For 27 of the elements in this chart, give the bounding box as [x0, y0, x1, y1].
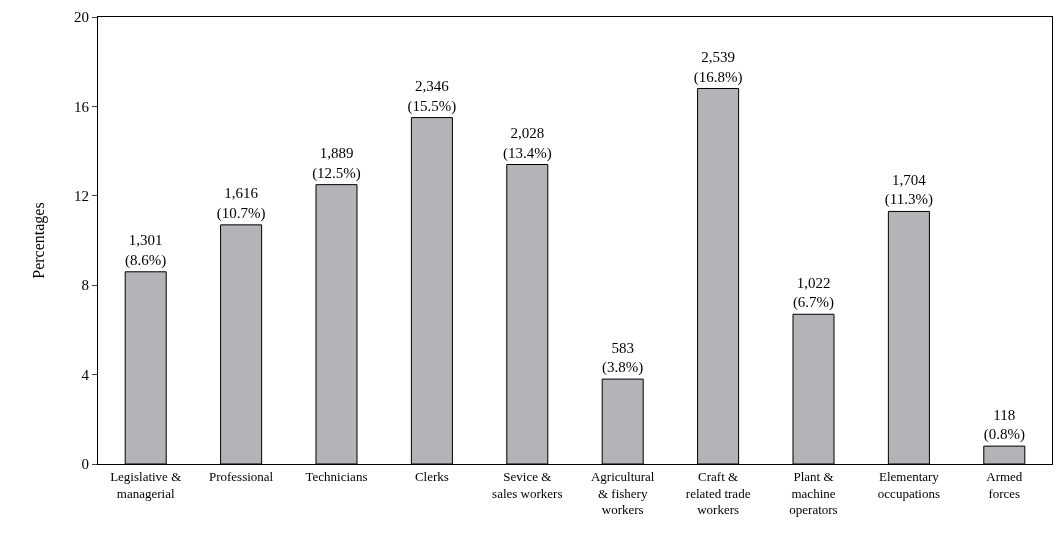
x-tick-label: Agricultural & fishery workers [590, 468, 655, 518]
y-tick-label: 12 [74, 188, 89, 205]
data-label: 1,889 (12.5%) [312, 145, 361, 182]
x-tick-label: Clerks [414, 468, 449, 484]
y-axis-title: Percentages [29, 202, 48, 279]
x-tick-label: Craft & related trade workers [685, 468, 751, 518]
x-tick-label: Technicians [305, 468, 368, 484]
data-label: 583 (3.8%) [602, 339, 644, 377]
x-tick-label: Professional [208, 468, 274, 484]
x-tick-label: Legislative & managerial [110, 468, 182, 501]
y-tick-label: 8 [81, 277, 89, 294]
y-tick-label: 0 [81, 456, 89, 473]
data-label: 1,704 (11.3%) [884, 171, 933, 209]
x-tick-label: Armed forces [986, 468, 1023, 501]
x-tick-label: Elementary occupations [877, 468, 940, 501]
data-label: 118 (0.8%) [983, 406, 1025, 444]
data-label: 2,028 (13.4%) [502, 125, 552, 162]
data-label: 1,301 (8.6%) [125, 232, 167, 269]
data-label: 1,022 (6.7%) [792, 274, 835, 312]
x-tick-label: Plant & machine operators [789, 468, 838, 518]
data-label: 2,346 (15.5%) [407, 78, 457, 115]
y-tick-label: 20 [74, 9, 89, 26]
data-label: 2,539 (16.8%) [693, 49, 743, 86]
y-tick-label: 16 [74, 98, 90, 115]
x-tick-label: Sevice & sales workers [492, 468, 563, 501]
y-tick-label: 4 [81, 366, 90, 383]
data-label: 1,616 (10.7%) [216, 185, 266, 222]
